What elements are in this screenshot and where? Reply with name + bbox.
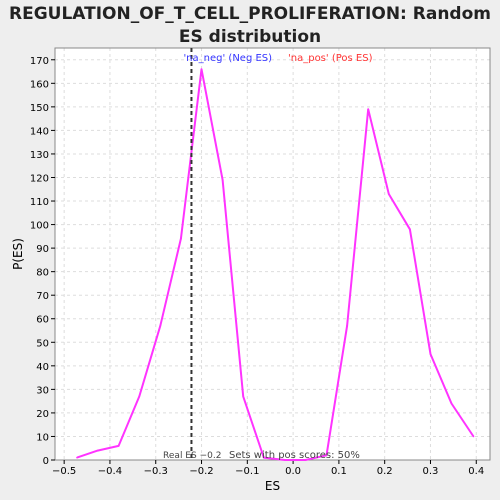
y-tick-label: 160 bbox=[30, 79, 49, 90]
es-data-point bbox=[472, 435, 475, 438]
es-data-point bbox=[200, 68, 203, 70]
sets-pos-scores-label: Sets with pos scores: 50% bbox=[229, 450, 360, 461]
y-tick-label: 10 bbox=[36, 432, 49, 443]
es-data-point bbox=[409, 228, 411, 231]
x-tick-label: −0.3 bbox=[144, 466, 168, 477]
plot-frame bbox=[54, 47, 491, 461]
es-distribution-line bbox=[76, 68, 475, 461]
es-data-point bbox=[180, 237, 182, 240]
y-tick-label: 120 bbox=[30, 173, 49, 184]
y-tick-label: 110 bbox=[30, 197, 49, 208]
x-tick-label: 0.3 bbox=[423, 466, 439, 477]
real-es-label: Real ES −0.2 bbox=[163, 451, 221, 461]
es-data-point bbox=[367, 108, 370, 111]
chart-title-line: REGULATION_OF_T_CELL_PROLIFERATION: Rand… bbox=[9, 4, 491, 24]
es-data-point bbox=[221, 179, 224, 181]
x-tick-label: −0.4 bbox=[98, 466, 122, 477]
es-data-point bbox=[242, 395, 244, 398]
y-tick-label: 70 bbox=[36, 291, 49, 302]
es-data-point bbox=[284, 459, 286, 461]
y-tick-label: 30 bbox=[36, 385, 49, 396]
es-data-point bbox=[346, 325, 348, 327]
y-tick-label: 150 bbox=[30, 103, 49, 114]
y-tick-label: 0 bbox=[43, 456, 49, 467]
chart-title-line: ES distribution bbox=[179, 27, 321, 47]
x-axis-label: ES bbox=[265, 479, 280, 493]
es-data-point bbox=[388, 193, 390, 195]
es-data-point bbox=[325, 454, 328, 457]
y-tick-label: 80 bbox=[36, 268, 49, 279]
x-tick-label: −0.5 bbox=[52, 466, 76, 477]
y-tick-label: 140 bbox=[30, 126, 49, 137]
y-tick-label: 50 bbox=[36, 338, 49, 349]
plot-area bbox=[55, 48, 490, 460]
y-tick-label: 100 bbox=[30, 221, 49, 232]
es-data-point bbox=[263, 456, 265, 459]
pos-es-annotation: 'na_pos' (Pos ES) bbox=[288, 53, 373, 64]
y-tick-label: 20 bbox=[36, 409, 49, 420]
y-tick-label: 130 bbox=[30, 150, 49, 161]
x-tick-label: −0.1 bbox=[235, 466, 259, 477]
es-data-point bbox=[96, 449, 99, 452]
y-tick-label: 170 bbox=[30, 56, 49, 67]
y-tick-label: 40 bbox=[36, 362, 49, 373]
neg-es-annotation: 'na_neg' (Neg ES) bbox=[183, 53, 272, 64]
es-data-point bbox=[450, 402, 453, 405]
y-tick-label: 90 bbox=[36, 244, 49, 255]
es-data-point bbox=[117, 445, 120, 447]
es-data-point bbox=[76, 456, 78, 459]
x-tick-label: 0.1 bbox=[331, 466, 347, 477]
es-data-point bbox=[304, 459, 307, 461]
es-data-point bbox=[159, 325, 162, 327]
x-tick-label: 0.0 bbox=[285, 466, 301, 477]
es-data-point bbox=[429, 353, 432, 355]
x-tick-label: −0.2 bbox=[189, 466, 213, 477]
x-tick-label: 0.2 bbox=[377, 466, 393, 477]
y-axis-label: P(ES) bbox=[11, 238, 25, 270]
x-tick-label: 0.4 bbox=[468, 466, 484, 477]
es-data-point bbox=[138, 395, 141, 398]
y-tick-label: 60 bbox=[36, 315, 49, 326]
